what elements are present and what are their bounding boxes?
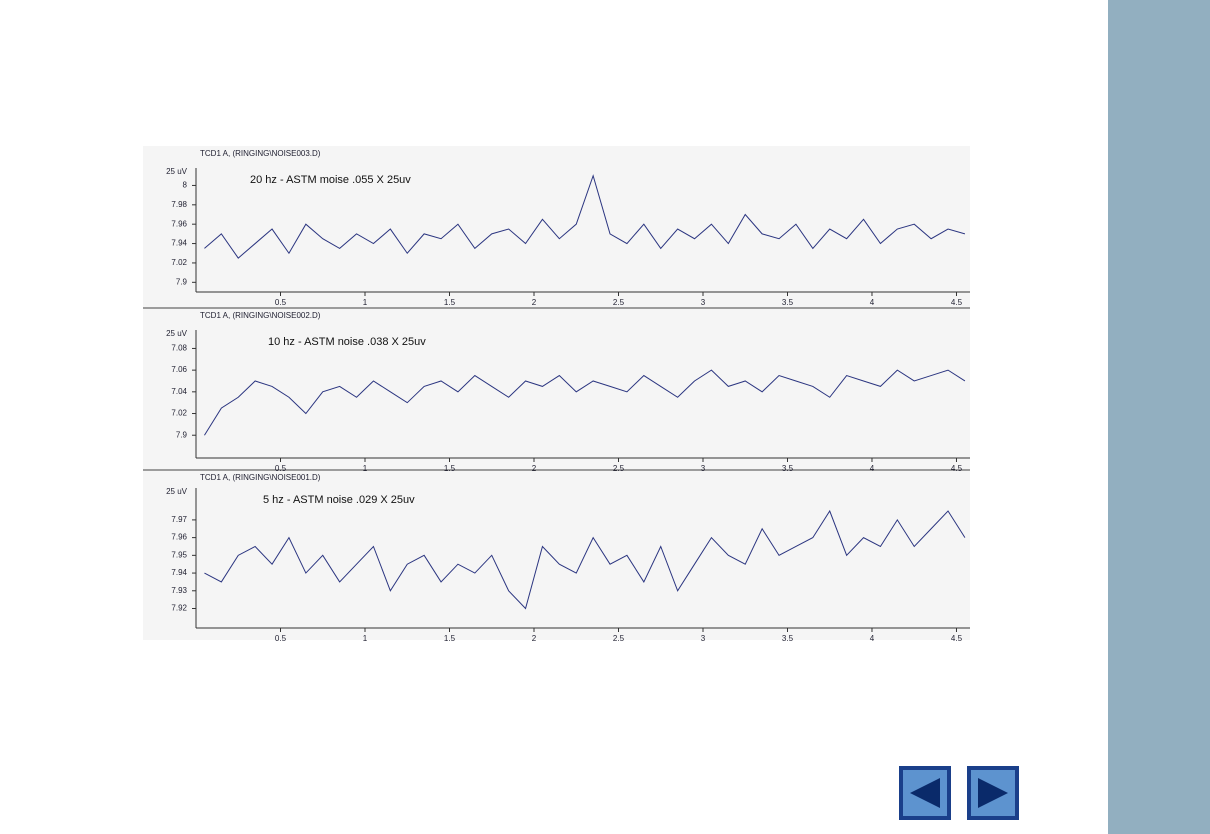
x-tick-label: 2 — [532, 634, 537, 643]
x-tick-label: 1 — [363, 634, 368, 643]
x-tick-label: 3 — [701, 464, 706, 473]
x-tick-label: 3.5 — [782, 464, 794, 473]
x-tick-label: 3.5 — [782, 634, 794, 643]
signal-line — [204, 174, 966, 259]
x-tick-label: 1.5 — [444, 298, 456, 307]
y-tick-label: 7.94 — [171, 239, 187, 248]
x-tick-label: 2 — [532, 464, 537, 473]
y-tick-label: 7.93 — [171, 586, 187, 595]
chart-panel — [143, 146, 970, 640]
x-tick-label: 0.5 — [275, 464, 287, 473]
y-tick-label: 7.02 — [171, 409, 187, 418]
x-tick-label: 2.5 — [613, 298, 625, 307]
signal-line — [204, 509, 966, 610]
x-tick-label: 1 — [363, 298, 368, 307]
y-tick-label: 7.02 — [171, 258, 187, 267]
x-tick-label: 0.5 — [275, 634, 287, 643]
x-tick-label: 3.5 — [782, 298, 794, 307]
y-tick-label: 7.96 — [171, 533, 187, 542]
annotation: 5 hz - ASTM noise .029 X 25uv — [263, 494, 415, 506]
y-tick-label: 7.06 — [171, 365, 187, 374]
prev-button[interactable] — [898, 765, 952, 821]
x-tick-label: 4 — [870, 298, 875, 307]
y-tick-label: 7.96 — [171, 219, 187, 228]
y-tick-label: 8 — [183, 181, 188, 190]
x-tick-label: 4.5 — [951, 298, 963, 307]
x-tick-label: 2.5 — [613, 634, 625, 643]
chart-header: TCD1 A, (RINGING\NOISE002.D) — [200, 311, 321, 320]
chart-header: TCD1 A, (RINGING\NOISE001.D) — [200, 473, 321, 482]
unit-label: 25 uV — [166, 329, 188, 338]
next-button[interactable] — [966, 765, 1020, 821]
y-tick-label: 7.08 — [171, 344, 187, 353]
annotation: 10 hz - ASTM noise .038 X 25uv — [268, 336, 426, 348]
signal-line — [204, 369, 966, 436]
sidebar — [1108, 0, 1210, 834]
x-tick-label: 4 — [870, 634, 875, 643]
chart-header: TCD1 A, (RINGING\NOISE003.D) — [200, 149, 321, 158]
y-tick-label: 7.97 — [171, 515, 187, 524]
y-tick-label: 7.92 — [171, 604, 187, 613]
charts: TCD1 A, (RINGING\NOISE003.D) 25 uV 20 hz -… — [143, 146, 970, 644]
y-tick-label: 7.9 — [176, 430, 188, 439]
unit-label: 25 uV — [166, 487, 188, 496]
y-tick-label: 7.94 — [171, 568, 187, 577]
x-tick-label: 4.5 — [951, 464, 963, 473]
y-tick-label: 7.95 — [171, 550, 187, 559]
x-tick-label: 4.5 — [951, 634, 963, 643]
x-tick-label: 3 — [701, 298, 706, 307]
annotation: 20 hz - ASTM moise .055 X 25uv — [250, 174, 411, 186]
y-tick-label: 7.9 — [176, 277, 188, 286]
x-tick-label: 2 — [532, 298, 537, 307]
x-tick-label: 4 — [870, 464, 875, 473]
x-tick-label: 3 — [701, 634, 706, 643]
x-tick-label: 0.5 — [275, 298, 287, 307]
x-tick-label: 1.5 — [444, 634, 456, 643]
y-tick-label: 7.04 — [171, 387, 187, 396]
unit-label: 25 uV — [166, 167, 188, 176]
x-tick-label: 2.5 — [613, 464, 625, 473]
x-tick-label: 1 — [363, 464, 368, 473]
x-tick-label: 1.5 — [444, 464, 456, 473]
y-tick-label: 7.98 — [171, 200, 187, 209]
